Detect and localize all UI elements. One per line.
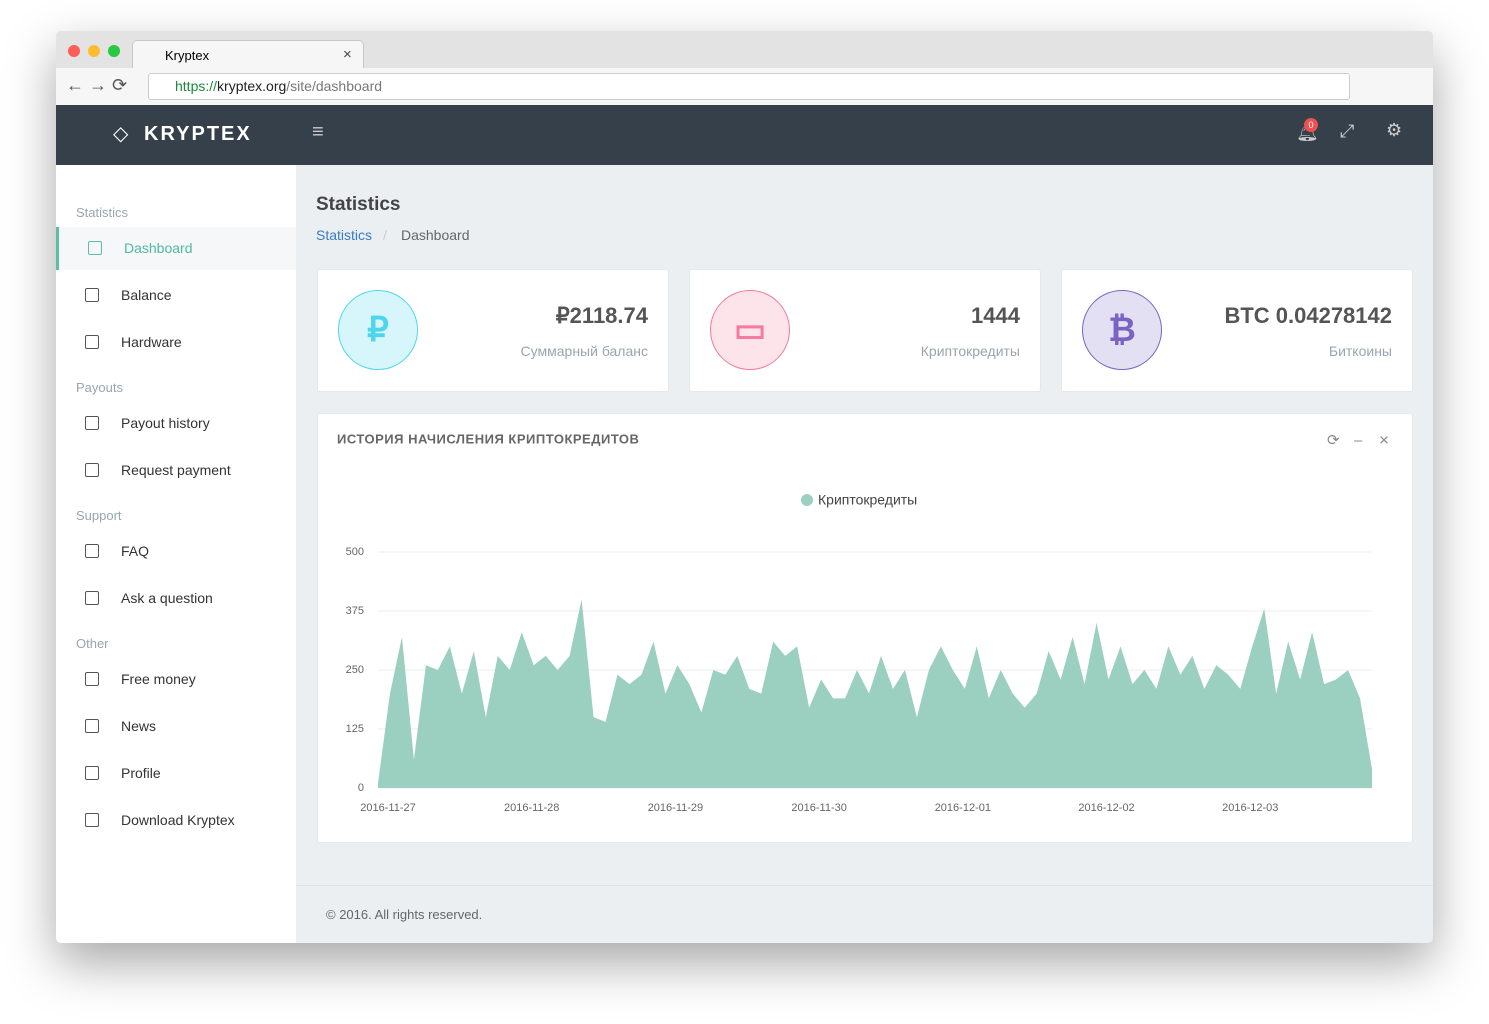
sidebar-item[interactable]: Request payment: [56, 449, 296, 492]
sidebar-item[interactable]: Profile: [56, 752, 296, 795]
refresh[interactable]: ⟳: [1327, 432, 1340, 449]
chart-title: ИСТОРИЯ НАЧИСЛЕНИЯ КРИПТОКРЕДИТОВ: [337, 431, 639, 446]
page-title: Statistics: [316, 194, 401, 215]
x-tick-label: 2016-11-27: [360, 802, 415, 814]
y-tick-label: 500: [346, 546, 364, 558]
stat-card: ▭ 1444 Криптокредиты: [689, 269, 1041, 392]
x-tick-label: 2016-11-30: [791, 802, 846, 814]
address-bar: ← → ⟳ https://kryptex.org/site/dashboard: [56, 68, 1433, 106]
card-icon: ₿: [1082, 290, 1162, 370]
card-value: 1444: [971, 303, 1020, 328]
y-tick-label: 250: [346, 664, 364, 676]
sidebar-item[interactable]: News: [56, 705, 296, 748]
sidebar-label: Hardware: [121, 334, 182, 350]
sidebar-label: FAQ: [121, 543, 150, 559]
sidebar-item[interactable]: Hardware: [56, 321, 296, 364]
url-field[interactable]: https://kryptex.org/site/dashboard: [148, 73, 1350, 100]
x-tick-label: 2016-12-01: [935, 802, 991, 814]
max-dot[interactable]: [108, 45, 120, 57]
sidebar-icon: [85, 672, 99, 686]
sidebar-item[interactable]: Free money: [56, 658, 296, 701]
nav-buttons[interactable]: ← → ⟳: [66, 75, 128, 95]
settings[interactable]: ⚙: [1386, 120, 1403, 140]
sidebar-icon: [85, 719, 99, 733]
sidebar-item[interactable]: Payout history: [56, 402, 296, 445]
breadcrumb-current: Dashboard: [401, 227, 470, 243]
card-label: Суммарный баланс: [520, 343, 648, 359]
sidebar-label: Free money: [121, 671, 196, 687]
legend-label: Криптокредиты: [818, 492, 917, 508]
menu-toggle[interactable]: ≡: [312, 121, 324, 143]
card-icon: ₽: [338, 290, 418, 370]
card-label: Биткоины: [1328, 343, 1392, 359]
sidebar-icon: [85, 288, 99, 302]
footer: © 2016. All rights reserved.: [326, 907, 483, 922]
notif-count: 0: [1304, 118, 1318, 132]
sidebar-label: Payout history: [121, 415, 210, 431]
sidebar-label: Balance: [121, 287, 172, 303]
area: [378, 599, 1372, 788]
card-value: ₽2118.74: [555, 303, 648, 328]
sidebar-icon: [85, 591, 99, 605]
sidebar-icon: [85, 335, 99, 349]
fullscreen[interactable]: ⤢: [1340, 121, 1355, 141]
close[interactable]: ×: [1379, 430, 1389, 449]
stat-card: ₿ BTC 0.04278142 Биткоины: [1061, 269, 1413, 392]
sidebar-icon: [85, 463, 99, 477]
x-tick-label: 2016-11-28: [504, 802, 559, 814]
breadcrumb-link[interactable]: Statistics: [316, 227, 373, 243]
sidebar-item[interactable]: FAQ: [56, 530, 296, 573]
brand[interactable]: KRYPTEX: [144, 123, 252, 145]
card-icon: ▭: [710, 290, 790, 370]
sidebar-section: Support: [76, 508, 122, 523]
stat-card: ₽ ₽2118.74 Суммарный баланс: [317, 269, 669, 392]
sidebar-icon: [85, 544, 99, 558]
sidebar-item[interactable]: Download Kryptex: [56, 799, 296, 842]
footer-rule: [296, 885, 1433, 886]
sidebar-label: Profile: [121, 765, 161, 781]
sidebar-icon: [85, 766, 99, 780]
sidebar-section: Statistics: [76, 205, 129, 220]
legend-marker: [801, 494, 813, 506]
breadcrumb-sep: /: [383, 227, 387, 243]
url-host: kryptex.org: [217, 78, 287, 94]
tab[interactable]: Kryptex ×: [132, 40, 364, 69]
x-tick-label: 2016-11-29: [648, 802, 703, 814]
url-path: /site/dashboard: [286, 78, 383, 94]
card-label: Криптокредиты: [920, 343, 1020, 359]
tab-close[interactable]: ×: [343, 46, 352, 63]
tab-title: Kryptex: [165, 48, 210, 63]
x-tick-label: 2016-12-02: [1078, 802, 1134, 814]
sidebar-icon: [85, 416, 99, 430]
sidebar-item[interactable]: Balance: [56, 274, 296, 317]
min-dot[interactable]: [88, 45, 100, 57]
sidebar-label: Download Kryptex: [121, 812, 235, 828]
sidebar-label: Request payment: [121, 462, 231, 478]
chart: ИСТОРИЯ НАЧИСЛЕНИЯ КРИПТОКРЕДИТОВ ⟳ – × …: [337, 430, 1389, 814]
sidebar-icon: [88, 241, 102, 255]
sidebar-section: Payouts: [76, 380, 123, 395]
brand-icon: ◇: [113, 123, 129, 145]
y-tick-label: 125: [346, 723, 364, 735]
sidebar-item[interactable]: Dashboard: [56, 227, 296, 270]
sidebar-label: Ask a question: [121, 590, 213, 606]
card-value: BTC 0.04278142: [1224, 303, 1392, 328]
close-dot[interactable]: [68, 45, 80, 57]
sidebar-label: Dashboard: [124, 240, 193, 256]
url-scheme: https://: [175, 78, 218, 94]
sidebar-label: News: [121, 718, 157, 734]
sidebar-section: Other: [76, 636, 109, 651]
x-tick-label: 2016-12-03: [1222, 802, 1278, 814]
sidebar-item[interactable]: Ask a question: [56, 577, 296, 620]
sidebar: Statistics Dashboard Balance Hardware Payout…: [56, 165, 296, 943]
top-nav: KRYPTEX ◇ ≡ 🔔︎ 0 ⤢ ⚙: [56, 105, 1433, 165]
y-tick-label: 375: [346, 605, 364, 617]
minimize[interactable]: –: [1354, 432, 1363, 449]
y-tick-label: 0: [358, 782, 364, 794]
sidebar-icon: [85, 813, 99, 827]
